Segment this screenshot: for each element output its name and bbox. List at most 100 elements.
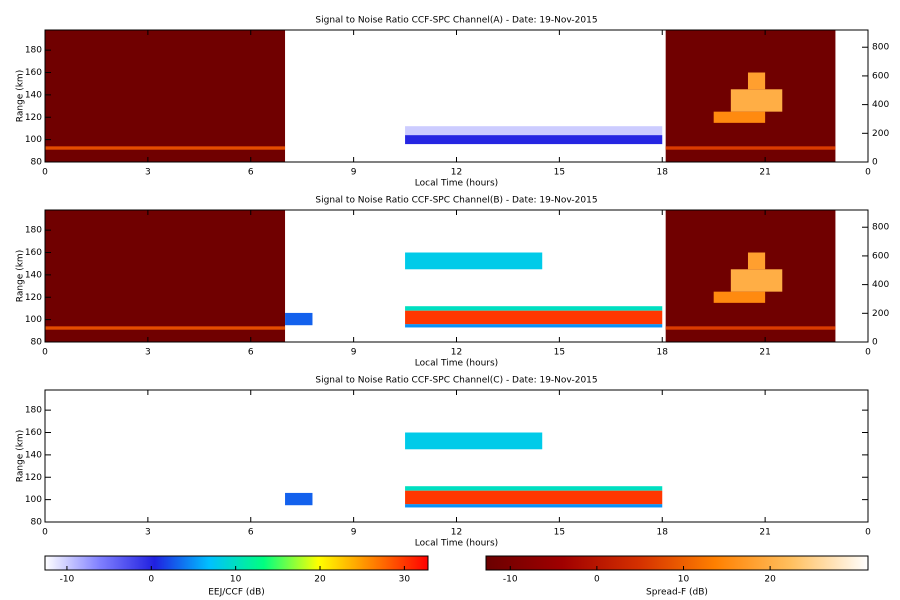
x-tick-label: 18 bbox=[657, 348, 669, 358]
heat-region bbox=[713, 291, 766, 303]
y2-tick-label: 0 bbox=[872, 158, 878, 168]
y-tick-label: 140 bbox=[25, 270, 42, 280]
x-tick-label: 18 bbox=[657, 528, 669, 538]
y-tick-label: 180 bbox=[25, 46, 42, 56]
y-tick-label: 160 bbox=[25, 248, 42, 258]
y-tick-label: 180 bbox=[25, 226, 42, 236]
x-tick-label: 0 bbox=[865, 348, 871, 358]
heat-region bbox=[405, 252, 543, 270]
colorbar-label: EEJ/CCF (dB) bbox=[208, 588, 265, 598]
x-tick-label: 15 bbox=[554, 348, 565, 358]
heat-region bbox=[285, 492, 313, 506]
heat-region bbox=[405, 126, 663, 136]
chart-title: Signal to Noise Ratio CCF-SPC Channel(A)… bbox=[315, 16, 597, 26]
y-tick-label: 160 bbox=[25, 68, 42, 78]
heat-region bbox=[405, 486, 663, 491]
y-tick-label: 100 bbox=[25, 315, 42, 325]
x-tick-label: 15 bbox=[554, 168, 565, 178]
y2-tick-label: 400 bbox=[872, 100, 889, 110]
x-tick-label: 15 bbox=[554, 528, 565, 538]
x-tick-label: 0 bbox=[865, 528, 871, 538]
colorbar-tick-label: 20 bbox=[314, 575, 326, 585]
colorbar-tick-label: 10 bbox=[678, 575, 690, 585]
colorbar-tick-label: 0 bbox=[148, 575, 154, 585]
x-tick-label: 9 bbox=[351, 528, 357, 538]
heat-region bbox=[665, 326, 836, 330]
y2-tick-label: 400 bbox=[872, 280, 889, 290]
y-axis-label: Range (km) bbox=[16, 430, 26, 482]
y2-tick-label: 800 bbox=[872, 43, 889, 53]
y-tick-label: 180 bbox=[25, 406, 42, 416]
x-tick-label: 3 bbox=[145, 348, 151, 358]
x-tick-label: 0 bbox=[865, 168, 871, 178]
y2-tick-label: 600 bbox=[872, 71, 889, 81]
heat-region bbox=[747, 72, 766, 90]
heat-region bbox=[405, 306, 663, 311]
x-tick-label: 6 bbox=[248, 348, 254, 358]
y2-tick-label: 800 bbox=[872, 223, 889, 233]
heat-region bbox=[405, 310, 663, 325]
x-tick-label: 6 bbox=[248, 528, 254, 538]
x-tick-label: 3 bbox=[145, 168, 151, 178]
colorbar-tick-label: 10 bbox=[230, 575, 242, 585]
x-tick-label: 18 bbox=[657, 168, 669, 178]
heat-region bbox=[405, 324, 663, 328]
x-tick-label: 0 bbox=[42, 528, 48, 538]
x-tick-label: 12 bbox=[451, 168, 462, 178]
plot-area bbox=[45, 210, 836, 342]
plot-area bbox=[45, 30, 836, 162]
y2-tick-label: 0 bbox=[872, 338, 878, 348]
heat-region bbox=[45, 326, 286, 330]
heat-region bbox=[405, 432, 543, 450]
y-tick-label: 160 bbox=[25, 428, 42, 438]
heat-region bbox=[713, 111, 766, 123]
heat-region bbox=[730, 269, 783, 292]
heat-region bbox=[285, 312, 313, 326]
y2-tick-label: 200 bbox=[872, 309, 889, 319]
x-axis-label: Local Time (hours) bbox=[415, 179, 498, 189]
x-tick-label: 9 bbox=[351, 348, 357, 358]
colorbar-tick-label: 30 bbox=[399, 575, 411, 585]
y-axis-label: Range (km) bbox=[16, 250, 26, 302]
colorbar bbox=[485, 555, 869, 571]
x-tick-label: 0 bbox=[42, 168, 48, 178]
x-tick-label: 12 bbox=[451, 528, 462, 538]
x-tick-label: 6 bbox=[248, 168, 254, 178]
heat-region bbox=[665, 146, 836, 150]
x-tick-label: 3 bbox=[145, 528, 151, 538]
colorbar-label: Spread-F (dB) bbox=[646, 588, 708, 598]
y-tick-label: 80 bbox=[31, 338, 43, 348]
x-axis-label: Local Time (hours) bbox=[415, 359, 498, 369]
y-tick-label: 80 bbox=[31, 518, 43, 528]
x-tick-label: 21 bbox=[759, 528, 770, 538]
colorbar-tick-label: -10 bbox=[503, 575, 518, 585]
colorbar-tick-label: 20 bbox=[764, 575, 776, 585]
heat-region bbox=[747, 252, 766, 270]
y-tick-label: 80 bbox=[31, 158, 43, 168]
colorbar bbox=[44, 555, 429, 571]
y2-tick-label: 200 bbox=[872, 129, 889, 139]
y-tick-label: 100 bbox=[25, 495, 42, 505]
heat-region bbox=[45, 210, 286, 342]
heat-region bbox=[45, 30, 286, 162]
y-axis-label: Range (km) bbox=[16, 70, 26, 122]
y2-tick-label: 600 bbox=[872, 251, 889, 261]
heat-region bbox=[45, 146, 286, 150]
plot-area bbox=[285, 432, 663, 508]
heat-region bbox=[405, 504, 663, 508]
colorbar-tick-label: -10 bbox=[60, 575, 75, 585]
heat-region bbox=[405, 135, 663, 145]
y-tick-label: 120 bbox=[25, 113, 42, 123]
heat-region bbox=[405, 490, 663, 505]
y-tick-label: 120 bbox=[25, 473, 42, 483]
y-tick-label: 140 bbox=[25, 450, 42, 460]
x-tick-label: 21 bbox=[759, 168, 770, 178]
x-tick-label: 0 bbox=[42, 348, 48, 358]
heat-region bbox=[730, 89, 783, 112]
x-tick-label: 21 bbox=[759, 348, 770, 358]
y-tick-label: 120 bbox=[25, 293, 42, 303]
chart-title: Signal to Noise Ratio CCF-SPC Channel(B)… bbox=[315, 196, 597, 206]
y-tick-label: 100 bbox=[25, 135, 42, 145]
x-tick-label: 9 bbox=[351, 168, 357, 178]
